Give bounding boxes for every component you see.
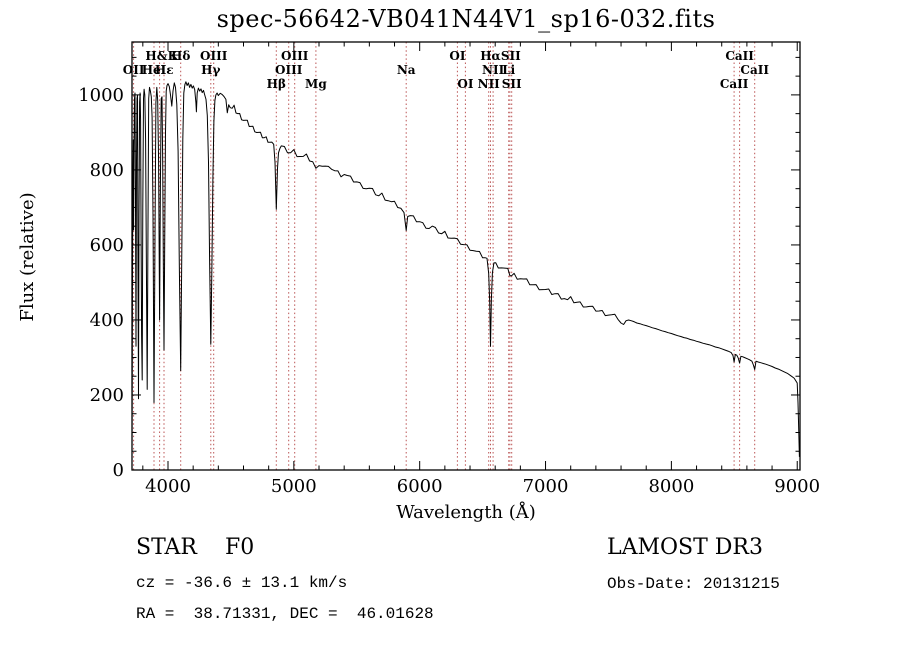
svg-text:CaII: CaII bbox=[720, 77, 749, 91]
svg-text:CaII: CaII bbox=[740, 63, 769, 77]
svg-text:OI: OI bbox=[449, 49, 465, 63]
y-tick-labels: 0 200 400 600 800 1000 bbox=[78, 85, 124, 481]
svg-text:OII: OII bbox=[123, 63, 145, 77]
svg-text:Li: Li bbox=[502, 63, 515, 77]
svg-text:NII: NII bbox=[478, 77, 501, 91]
svg-text:OIII: OIII bbox=[200, 49, 228, 63]
plot-frame bbox=[131, 41, 801, 471]
survey-text: LAMOST DR3 bbox=[607, 535, 763, 560]
svg-text:Hγ: Hγ bbox=[201, 63, 220, 77]
svg-text:Hβ: Hβ bbox=[267, 77, 286, 91]
x-tick-labels: 4000 5000 6000 7000 8000 9000 bbox=[145, 476, 820, 497]
svg-text:OIII: OIII bbox=[275, 63, 303, 77]
svg-text:Na: Na bbox=[397, 63, 416, 77]
svg-text:Hα: Hα bbox=[480, 49, 501, 63]
svg-text:9000: 9000 bbox=[774, 476, 820, 497]
svg-text:HeI: HeI bbox=[142, 63, 167, 77]
svg-text:OIII: OIII bbox=[281, 49, 309, 63]
spectrum-trace bbox=[131, 81, 800, 457]
svg-text:4000: 4000 bbox=[145, 476, 191, 497]
svg-text:7000: 7000 bbox=[523, 476, 569, 497]
svg-text:Hε: Hε bbox=[155, 63, 174, 77]
obs-date-text: Obs-Date: 20131215 bbox=[607, 575, 780, 593]
svg-text:8000: 8000 bbox=[648, 476, 694, 497]
svg-text:5000: 5000 bbox=[271, 476, 317, 497]
svg-text:800: 800 bbox=[90, 160, 124, 181]
svg-text:600: 600 bbox=[90, 235, 124, 256]
y-axis-label: Flux (relative) bbox=[17, 192, 38, 322]
svg-text:SII: SII bbox=[501, 49, 521, 63]
radial-velocity-text: cz = -36.6 ± 13.1 km/s bbox=[136, 574, 348, 592]
spectral-feature-lines bbox=[133, 42, 756, 470]
svg-text:200: 200 bbox=[90, 385, 124, 406]
plot-title: spec-56642-VB041N44V1_sp16-032.fits bbox=[216, 5, 716, 33]
svg-text:400: 400 bbox=[90, 310, 124, 331]
svg-text:6000: 6000 bbox=[397, 476, 443, 497]
classification-text: STAR F0 bbox=[136, 535, 255, 560]
svg-text:H&K: H&K bbox=[145, 49, 178, 63]
svg-text:Mg: Mg bbox=[305, 77, 327, 91]
x-axis-label: Wavelength (Å) bbox=[396, 502, 536, 523]
svg-text:SII: SII bbox=[502, 77, 522, 91]
svg-text:0: 0 bbox=[113, 460, 124, 481]
svg-text:1000: 1000 bbox=[78, 85, 124, 106]
svg-text:OI: OI bbox=[457, 77, 473, 91]
axis-ticks bbox=[132, 42, 800, 471]
coordinates-text: RA = 38.71331, DEC = 46.01628 bbox=[136, 605, 434, 623]
svg-text:Hδ: Hδ bbox=[171, 49, 190, 63]
svg-text:NII: NII bbox=[482, 63, 505, 77]
svg-text:CaII: CaII bbox=[725, 49, 754, 63]
